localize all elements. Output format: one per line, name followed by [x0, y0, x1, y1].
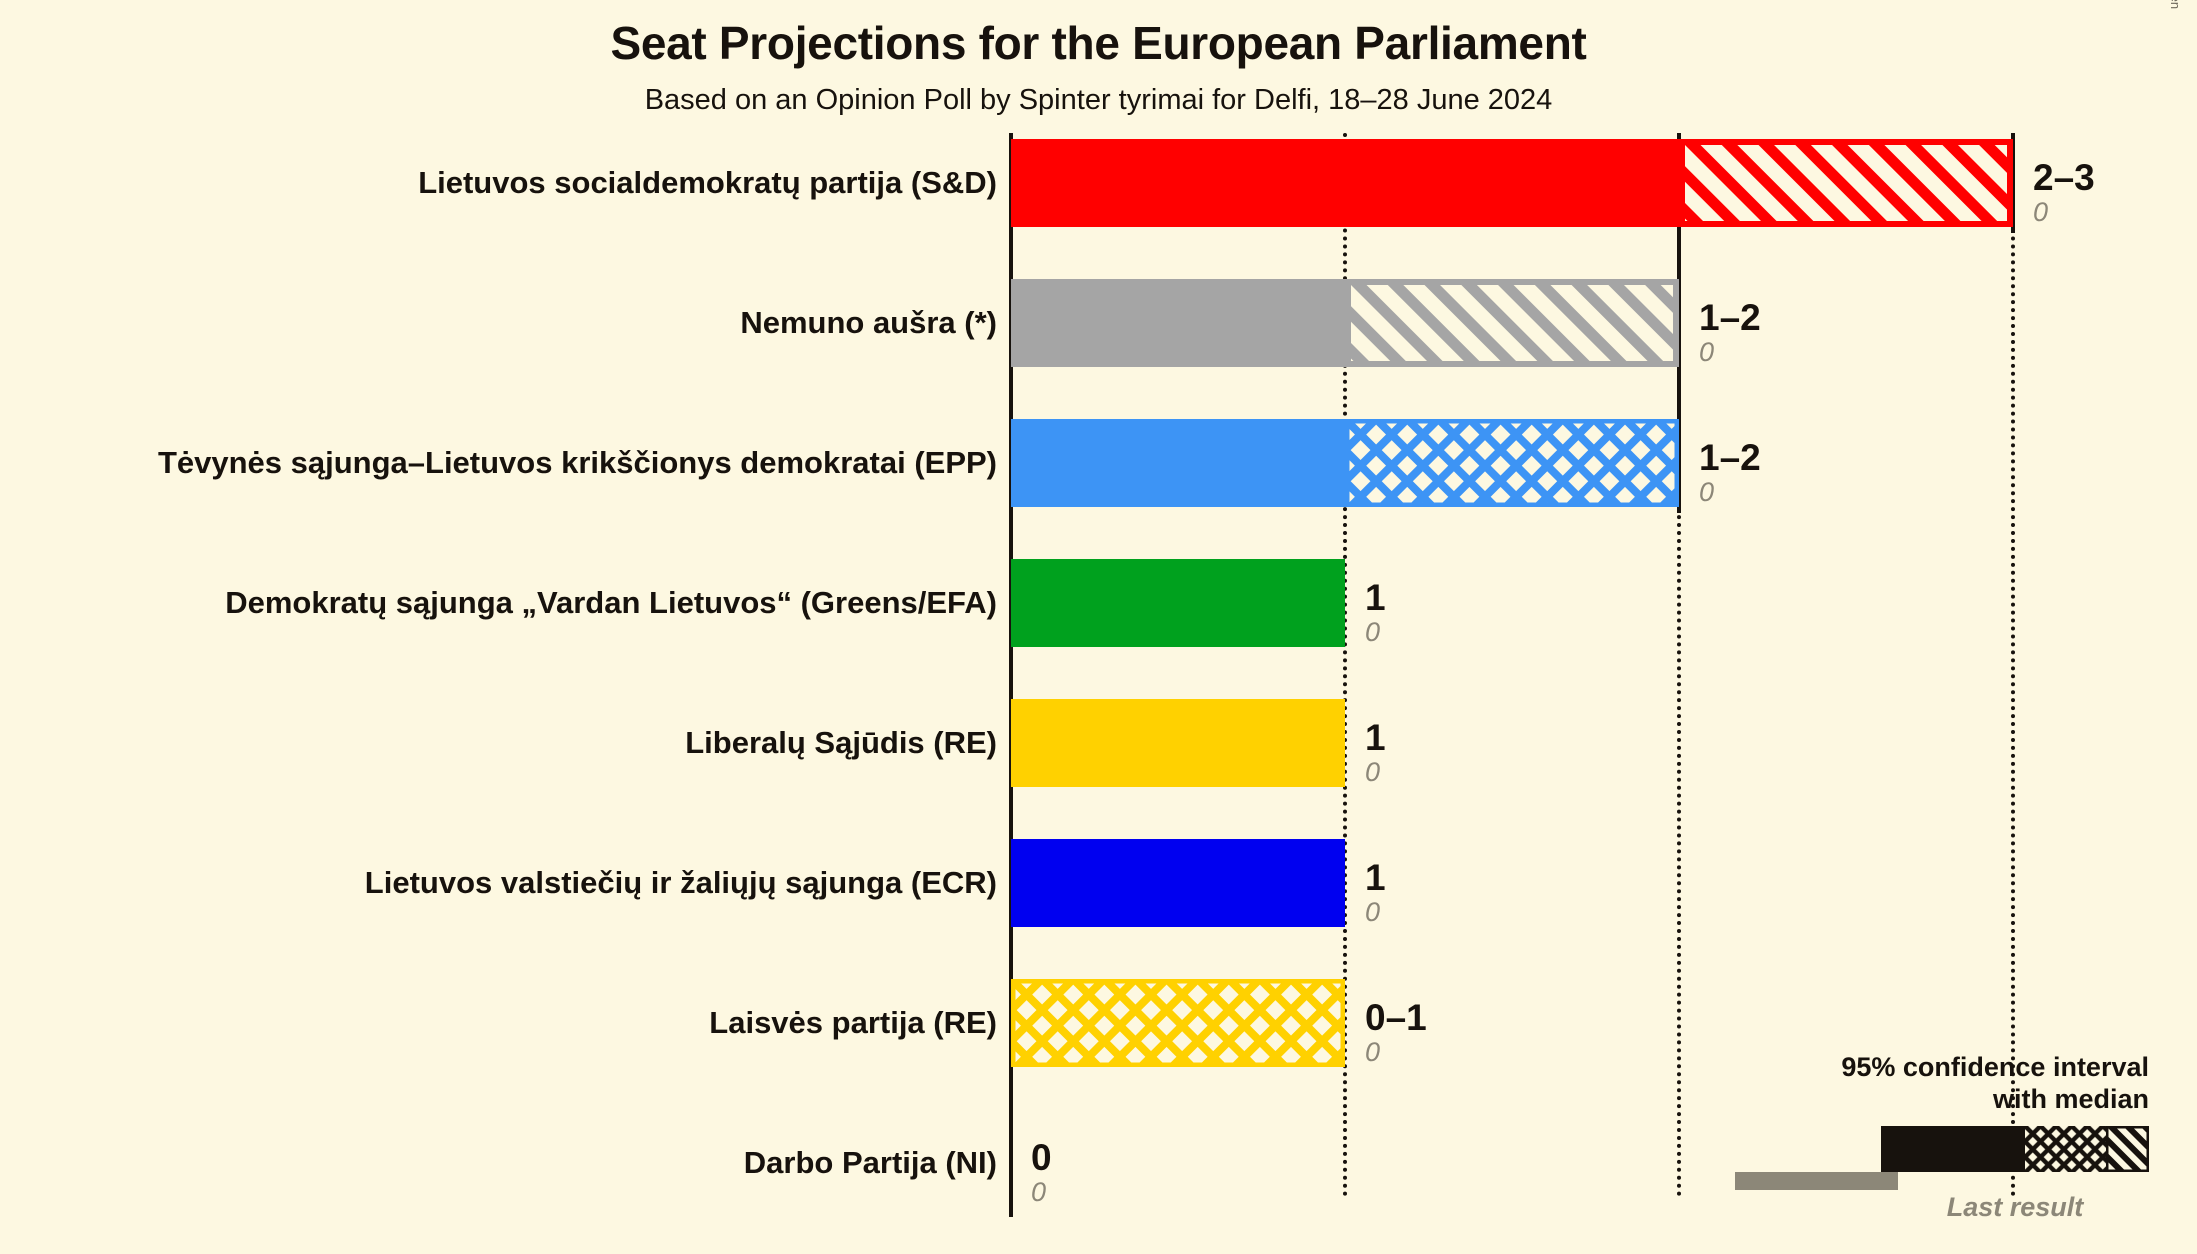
- bar-1: [1011, 279, 1679, 367]
- y-axis-line: [1009, 133, 1013, 1217]
- gridline-1: [1343, 133, 1347, 1197]
- bar-diagonal-segment-0: [1679, 139, 2013, 227]
- gridline-3: [2011, 133, 2015, 1197]
- value-label-0: 2–3: [2033, 157, 2095, 198]
- value-label-1: 1–2: [1699, 297, 1761, 338]
- axis-tick-3: [2011, 133, 2015, 233]
- party-label-6: Laisvės partija (RE): [709, 1005, 997, 1040]
- bar-median-segment-0: [1011, 139, 1679, 227]
- bar-crosshatch-segment-2: [1345, 419, 1679, 507]
- party-label-0: Lietuvos socialdemokratų partija (S&D): [418, 165, 997, 200]
- legend-diagonal-block: [2106, 1125, 2149, 1172]
- value-label-7: 0: [1031, 1137, 1052, 1178]
- bar-2: [1011, 419, 1679, 507]
- page-title: Seat Projections for the European Parlia…: [610, 17, 1587, 69]
- party-label-2: Tėvynės sąjunga–Lietuvos krikščionys dem…: [157, 445, 997, 480]
- party-label-3: Demokratų sąjunga „Vardan Lietuvos“ (Gre…: [225, 585, 997, 620]
- bar-3: [1011, 559, 1345, 647]
- legend-last-result-bar: [1735, 1171, 1898, 1190]
- value-label-2: 1–2: [1699, 437, 1761, 478]
- last-result-label-3: 0: [1365, 617, 1381, 647]
- legend-ci-line1: 95% confidence interval: [1841, 1052, 2149, 1082]
- bar-crosshatch-segment-6: [1011, 979, 1345, 1067]
- bar-4: [1011, 699, 1345, 787]
- last-result-label-7: 0: [1031, 1177, 1047, 1207]
- chart-legend: 95% confidence interval with median: [1729, 1052, 2149, 1223]
- party-label-1: Nemuno aušra (*): [740, 305, 997, 340]
- last-result-label-1: 0: [1699, 337, 1715, 367]
- value-label-4: 1: [1365, 717, 1386, 758]
- last-result-label-6: 0: [1365, 1037, 1381, 1067]
- value-label-6: 0–1: [1365, 997, 1427, 1038]
- bar-5: [1011, 839, 1345, 927]
- bar-6: [1011, 979, 1345, 1067]
- last-result-label-2: 0: [1699, 477, 1715, 507]
- bar-median-segment-2: [1011, 419, 1345, 507]
- value-label-5: 1: [1365, 857, 1386, 898]
- value-label-3: 1: [1365, 577, 1386, 618]
- bar-diagonal-segment-1: [1345, 279, 1679, 367]
- party-label-5: Lietuvos valstiečių ir žaliųjų sąjunga (…: [364, 865, 997, 900]
- gridline-2: [1677, 133, 1681, 1197]
- legend-last-result-label: Last result: [1946, 1191, 2084, 1222]
- last-result-label-0: 0: [2033, 197, 2049, 227]
- bar-median-segment-1: [1011, 279, 1345, 367]
- legend-ci-line2: with median: [1992, 1083, 2149, 1114]
- bar-0: [1011, 139, 2013, 227]
- legend-sample-bar: [1729, 1125, 2149, 1190]
- party-label-7: Darbo Partija (NI): [743, 1145, 997, 1180]
- page-subtitle: Based on an Opinion Poll by Spinter tyri…: [644, 84, 1553, 116]
- last-result-label-4: 0: [1365, 757, 1381, 787]
- axis-tick-2: [1677, 133, 1681, 513]
- last-result-label-5: 0: [1365, 897, 1381, 927]
- party-label-4: Liberalų Sąjūdis (RE): [685, 725, 997, 760]
- bar-median-segment-5: [1011, 839, 1345, 927]
- bar-median-segment-4: [1011, 699, 1345, 787]
- bar-median-segment-3: [1011, 559, 1345, 647]
- legend-crosshatch-block: [2025, 1125, 2106, 1172]
